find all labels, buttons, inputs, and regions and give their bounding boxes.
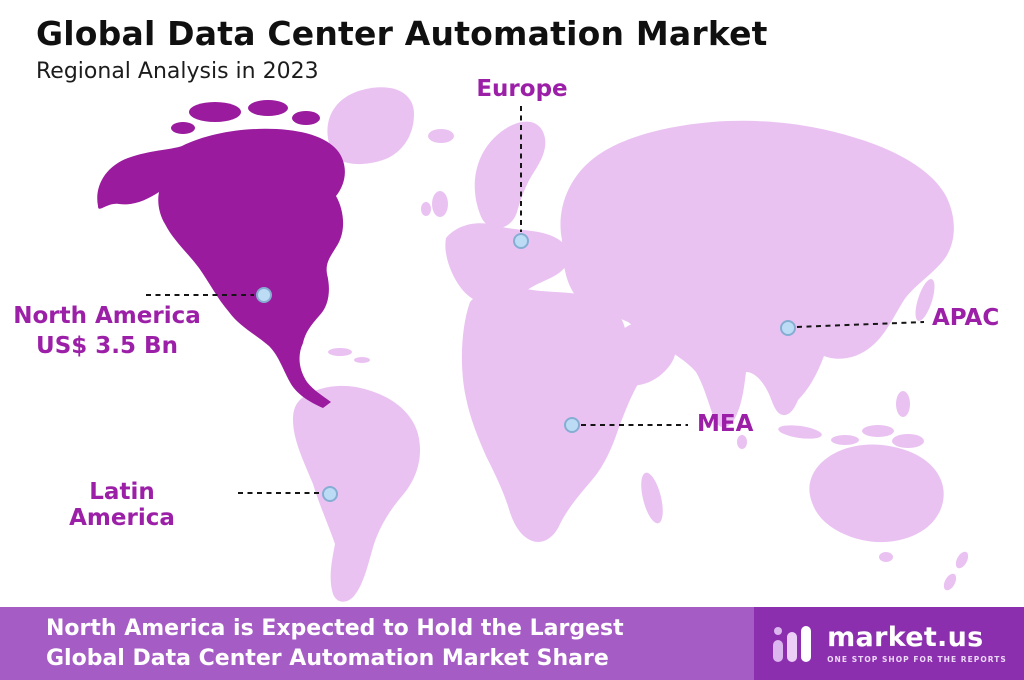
britain-region xyxy=(432,191,448,217)
asia-region xyxy=(560,120,954,428)
iceland-region xyxy=(428,129,454,143)
europe-region xyxy=(445,223,570,305)
north-america-region xyxy=(97,128,345,408)
apac-marker xyxy=(780,320,796,336)
australia-region xyxy=(809,444,944,543)
new-zealand-region-1 xyxy=(955,551,969,569)
arctic-island-1 xyxy=(189,102,241,122)
ireland-region xyxy=(421,202,431,216)
indonesia-region-2 xyxy=(831,435,859,445)
label-europe: Europe xyxy=(476,76,568,102)
caribbean-region-2 xyxy=(354,357,370,363)
page-title: Global Data Center Automation Market xyxy=(36,14,768,53)
leader-lines xyxy=(146,106,925,494)
north-america-name: North America xyxy=(13,303,201,329)
label-mea: MEA xyxy=(697,411,754,437)
north-america-highlight xyxy=(97,100,345,408)
japan-region xyxy=(915,278,935,322)
north-america-value: US$ 3.5 Bn xyxy=(36,333,178,360)
scandinavia-region xyxy=(474,121,546,229)
brand-text: market.us ONE STOP SHOP FOR THE REPORTS xyxy=(827,624,1007,664)
caribbean-region-1 xyxy=(328,348,352,356)
new-guinea-region xyxy=(892,434,924,448)
label-north-america: North America US$ 3.5 Bn xyxy=(0,303,214,360)
world-landmass xyxy=(293,87,969,602)
arctic-island-4 xyxy=(171,122,195,134)
label-latin-america: Latin America xyxy=(69,479,175,532)
north-america-marker xyxy=(256,287,272,303)
brand-panel: market.us ONE STOP SHOP FOR THE REPORTS xyxy=(754,607,1024,680)
south-america-region xyxy=(293,385,421,602)
map-markers xyxy=(256,233,796,502)
mea-marker xyxy=(564,417,580,433)
latin-america-marker xyxy=(322,486,338,502)
brand-name: market.us xyxy=(827,621,984,653)
page-subtitle: Regional Analysis in 2023 xyxy=(36,59,319,84)
label-apac: APAC xyxy=(932,305,1000,331)
footer-headline: North America is Expected to Hold the La… xyxy=(46,615,624,671)
arctic-island-3 xyxy=(292,111,320,125)
indonesia-region-3 xyxy=(862,425,894,437)
new-zealand-region-2 xyxy=(943,573,957,591)
indonesia-region-1 xyxy=(778,425,822,439)
madagascar-region xyxy=(641,472,663,524)
greenland-region xyxy=(327,87,414,165)
marketus-logo-icon xyxy=(773,625,812,662)
srilanka-region xyxy=(737,435,747,449)
philippines-region xyxy=(896,391,910,417)
europe-marker xyxy=(513,233,529,249)
header: Global Data Center Automation Market Reg… xyxy=(36,14,768,84)
footer-bar: North America is Expected to Hold the La… xyxy=(0,607,1024,680)
apac-leader-line xyxy=(796,321,925,328)
africa-region xyxy=(461,286,659,543)
tasmania-region xyxy=(879,552,893,562)
brand-tagline: ONE STOP SHOP FOR THE REPORTS xyxy=(827,654,1007,664)
arctic-island-2 xyxy=(248,100,288,116)
